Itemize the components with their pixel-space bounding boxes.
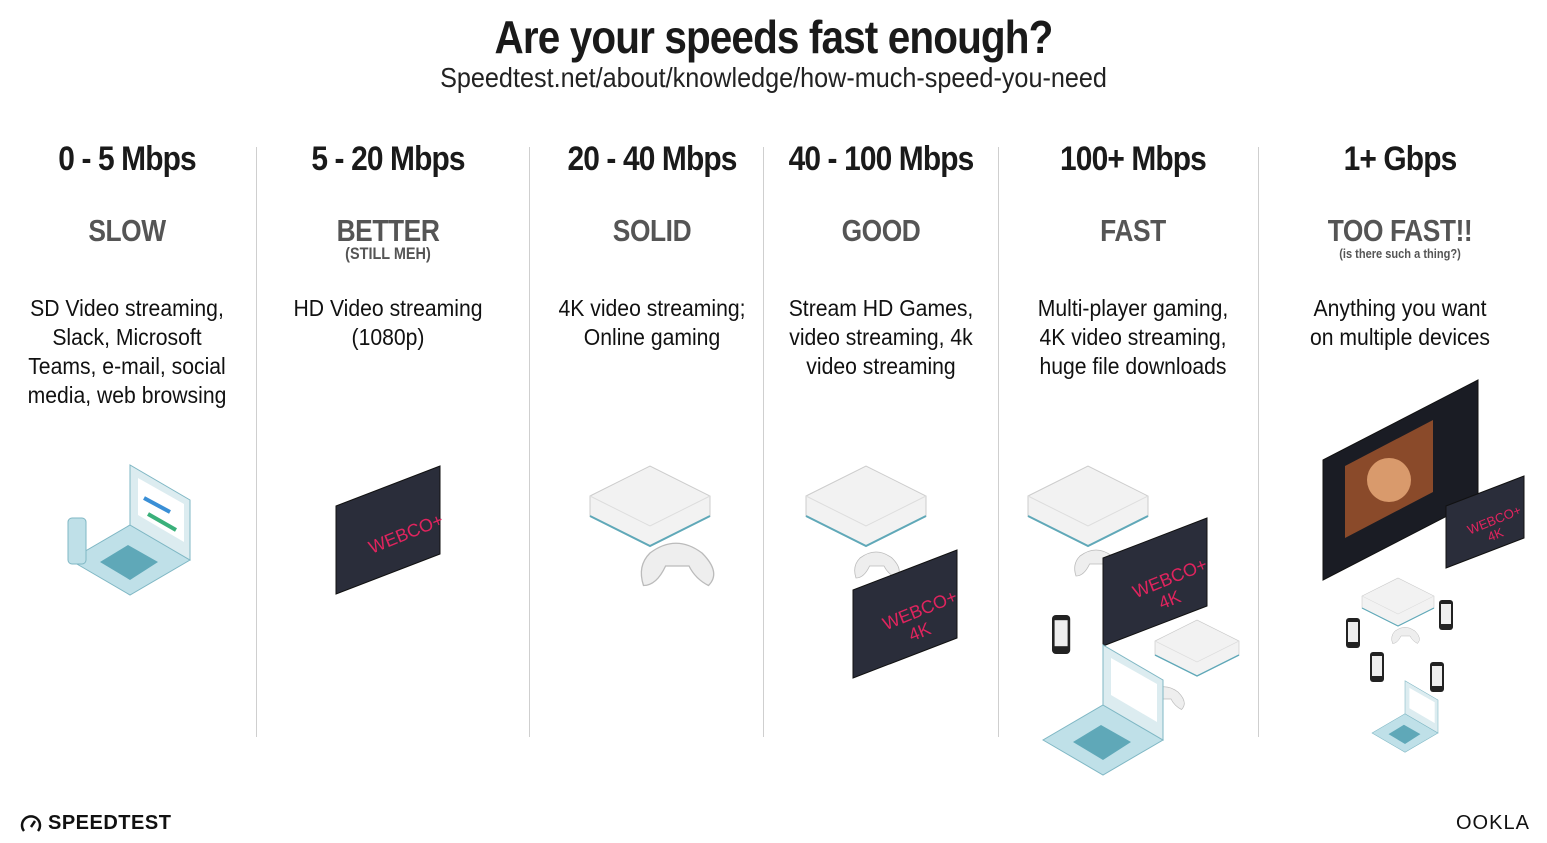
column-divider	[998, 147, 999, 737]
tv-4k-icon: WEBCO+ 4K	[1102, 517, 1210, 647]
description-line: on multiple devices	[1310, 324, 1490, 350]
game-console-icon	[589, 465, 711, 547]
speed-range: 40 - 100 Mbps	[788, 140, 975, 178]
description-line: Online gaming	[583, 324, 721, 350]
page-title: Are your speeds fast enough?	[494, 11, 1054, 63]
speed-description: HD Video streaming (1080p)	[278, 294, 499, 352]
laptop-icon	[69, 464, 191, 596]
column-fast: 100+ Mbps FAST	[1008, 140, 1258, 248]
laptop-icon	[1371, 680, 1439, 753]
description-line: HD Video streaming	[293, 295, 483, 321]
game-console-icon	[1361, 577, 1435, 627]
description-line: huge file downloads	[1039, 353, 1227, 379]
description-line: Stream HD Games,	[788, 295, 974, 321]
tv-4k-icon: WEBCO+ 4K	[1445, 475, 1525, 569]
ookla-logo: OOKLA	[1456, 812, 1530, 834]
description-line: SD Video streaming,	[30, 295, 224, 321]
speed-note: (is there such a thing?)	[1339, 246, 1461, 261]
speed-description: Multi-player gaming, 4K video streaming,…	[1018, 294, 1248, 381]
device-illustrations: WEBCO+ WEBCO+ 4K WEBCO+ 4K WEBCO+ 4K	[67, 379, 1525, 776]
controller-icon	[854, 551, 900, 579]
game-console-icon	[1154, 619, 1240, 677]
speed-label: GOOD	[841, 213, 921, 248]
description-line: 4K video streaming;	[558, 295, 746, 321]
speedtest-logo: SPEEDTEST	[20, 812, 171, 835]
controller-icon	[640, 542, 715, 587]
description-line: Teams, e-mail, social	[28, 353, 226, 379]
phone-icon	[1430, 662, 1444, 692]
speed-range: 0 - 5 Mbps	[58, 140, 196, 178]
column-solid: 20 - 40 Mbps SOLID	[532, 140, 772, 248]
phone-icon	[1439, 600, 1453, 630]
column-divider	[529, 147, 530, 737]
column-divider	[256, 147, 257, 737]
speed-description: Stream HD Games, video streaming, 4k vid…	[775, 294, 987, 381]
phone-icon	[1346, 618, 1360, 648]
speed-label: SOLID	[612, 213, 692, 248]
speed-range: 1+ Gbps	[1343, 140, 1458, 178]
tv-4k-icon: WEBCO+ 4K	[852, 549, 960, 679]
description-line: 4K video streaming,	[1039, 324, 1227, 350]
source-url[interactable]: Speedtest.net/about/knowledge/how-much-s…	[440, 62, 1107, 93]
tv-icon	[1322, 379, 1479, 581]
phone-icon	[1370, 652, 1384, 682]
phone-icon	[67, 517, 87, 565]
speed-description: Anything you want on multiple devices	[1285, 294, 1515, 352]
speed-note: (STILL MEH)	[345, 244, 431, 263]
gauge-icon	[20, 814, 42, 832]
speed-range: 100+ Mbps	[1060, 140, 1207, 178]
phone-icon	[1052, 615, 1071, 654]
game-console-icon	[805, 465, 927, 547]
speed-label: SLOW	[88, 213, 166, 248]
description-line: video streaming, 4k	[789, 324, 973, 350]
column-slow: 0 - 5 Mbps SLOW	[7, 140, 247, 248]
speed-range: 20 - 40 Mbps	[567, 140, 737, 178]
speed-range: 5 - 20 Mbps	[311, 140, 465, 178]
description-line: (1080p)	[351, 324, 425, 350]
tv-icon: WEBCO+	[335, 465, 446, 595]
speed-label: BETTER	[336, 213, 440, 248]
column-too-fast: 1+ Gbps TOO FAST!! (is there such a thin…	[1275, 140, 1525, 263]
description-line: video streaming	[806, 353, 956, 379]
column-divider	[1258, 147, 1259, 737]
description-line: Anything you want	[1313, 295, 1487, 321]
controller-icon	[1391, 627, 1420, 644]
column-divider	[763, 147, 764, 737]
speed-description: 4K video streaming; Online gaming	[542, 294, 763, 352]
description-line: media, web browsing	[27, 382, 227, 408]
svg-text:4K: 4K	[1485, 524, 1506, 544]
laptop-icon	[1042, 644, 1164, 776]
description-line: Multi-player gaming,	[1037, 295, 1229, 321]
description-line: Slack, Microsoft	[52, 324, 202, 350]
column-good: 40 - 100 Mbps GOOD	[766, 140, 996, 248]
speed-description: SD Video streaming, Slack, Microsoft Tea…	[17, 294, 238, 410]
speed-label: FAST	[1100, 213, 1166, 248]
game-console-icon	[1027, 465, 1149, 547]
column-better: 5 - 20 Mbps BETTER (STILL MEH)	[268, 140, 508, 263]
speed-label: TOO FAST!!	[1327, 213, 1473, 248]
speedtest-wordmark: SPEEDTEST	[48, 812, 172, 834]
